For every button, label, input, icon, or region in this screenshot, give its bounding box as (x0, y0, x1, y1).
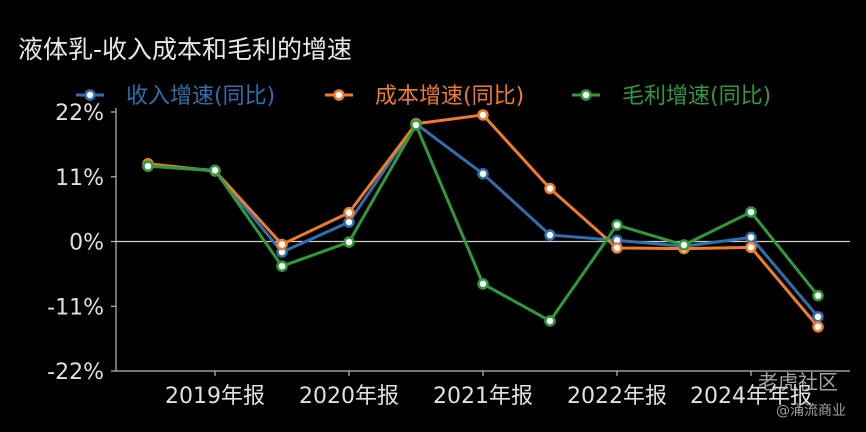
x-tick-label: 2020年报 (299, 384, 399, 409)
data-point (343, 236, 355, 248)
data-point (745, 206, 757, 218)
data-point (812, 321, 824, 333)
data-point (812, 311, 824, 323)
data-point (276, 260, 288, 272)
series-line (147, 123, 820, 323)
chart-title: 液体乳-收入成本和毛利的增速 (18, 35, 353, 64)
x-tick-label: 2019年报 (165, 384, 265, 409)
watermark-author: @涌流商业 (776, 403, 846, 419)
data-point (142, 160, 154, 172)
x-tick-label: 2024年年报 (690, 384, 812, 409)
data-point (745, 241, 757, 254)
legend-label: 成本增速(同比) (375, 84, 524, 109)
data-point (343, 216, 355, 228)
y-tick-label: 11% (55, 166, 104, 191)
data-point (678, 239, 690, 251)
data-point (343, 206, 355, 219)
x-tick-label: 2022年报 (567, 384, 667, 409)
y-tick-label: 0% (69, 231, 104, 256)
legend-label: 毛利增速(同比) (622, 84, 771, 109)
data-point (544, 229, 556, 241)
data-point (611, 242, 623, 254)
data-point (477, 278, 489, 290)
data-point (544, 182, 556, 195)
x-tick-label: 2021年报 (433, 384, 533, 409)
series-line (147, 113, 820, 328)
data-point (611, 219, 623, 231)
data-point (477, 109, 489, 121)
legend-swatch-marker (580, 89, 592, 101)
data-point (544, 315, 556, 327)
data-point (410, 119, 422, 131)
y-tick-label: -22% (47, 360, 104, 385)
data-point (745, 231, 757, 244)
data-point (209, 164, 221, 177)
legend-swatch-marker (84, 89, 96, 101)
data-point (812, 289, 824, 302)
y-tick-label: 22% (55, 101, 104, 126)
y-tick-label: -11% (47, 295, 104, 320)
legend-label: 收入增速(同比) (126, 84, 275, 109)
data-point (477, 168, 489, 180)
data-point (276, 238, 288, 251)
legend-swatch-marker (333, 89, 345, 101)
watermark-brand: 老虎社区 (758, 370, 838, 394)
